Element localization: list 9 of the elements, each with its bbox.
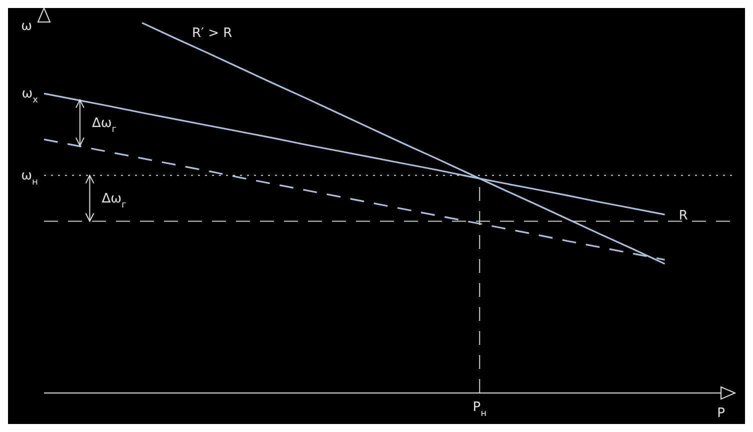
series-label: R: [678, 208, 688, 224]
x-axis-title: P: [717, 406, 726, 421]
annotation: Δω$_{г}$: [102, 191, 127, 210]
y-axis-title: ω: [21, 19, 32, 34]
annotation: Δω$_{г}$: [92, 116, 117, 135]
text: ω$_{х}$: [22, 86, 39, 106]
series-label: R′ > R: [192, 26, 232, 41]
ref-line-label: ω$_{н}$: [21, 168, 38, 188]
text: P$_{н}$: [472, 400, 487, 419]
